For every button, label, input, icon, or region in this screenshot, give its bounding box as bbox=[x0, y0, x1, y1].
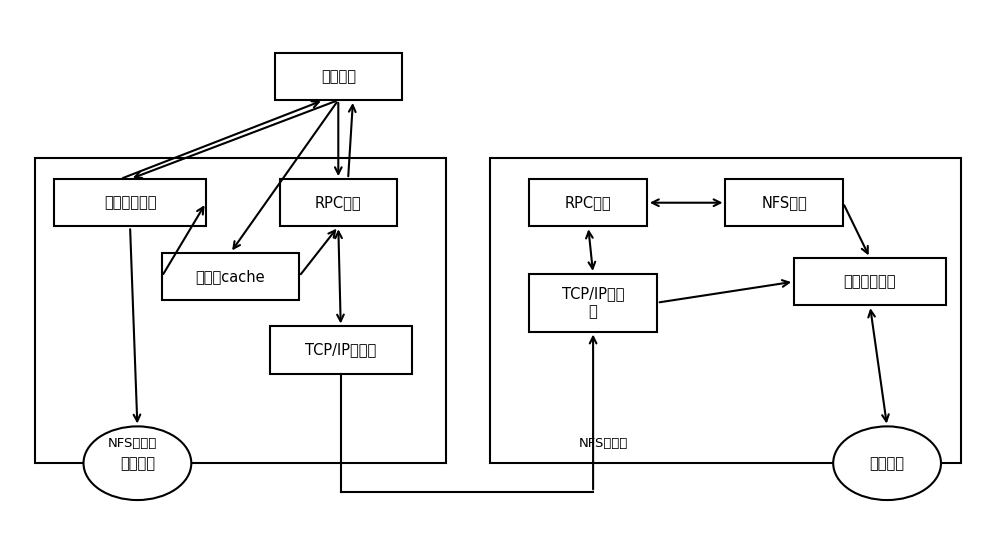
Bar bbox=[162, 253, 299, 300]
Text: NFS客户端: NFS客户端 bbox=[108, 437, 157, 450]
Text: RPC服务: RPC服务 bbox=[315, 195, 362, 210]
Ellipse shape bbox=[84, 426, 191, 500]
Bar bbox=[725, 179, 843, 227]
Text: RPC服务: RPC服务 bbox=[565, 195, 612, 210]
Text: 本地文件访问: 本地文件访问 bbox=[104, 195, 156, 210]
Text: TCP/IP协议
栈: TCP/IP协议 栈 bbox=[562, 287, 624, 319]
Bar bbox=[275, 53, 402, 100]
Text: TCP/IP协议栈: TCP/IP协议栈 bbox=[305, 343, 376, 358]
Text: 客户端cache: 客户端cache bbox=[196, 269, 265, 284]
Bar bbox=[34, 158, 446, 463]
Text: 本地磁盘: 本地磁盘 bbox=[120, 456, 155, 471]
Text: NFS服务: NFS服务 bbox=[761, 195, 807, 210]
Bar bbox=[794, 258, 946, 306]
Bar bbox=[280, 179, 397, 227]
Ellipse shape bbox=[833, 426, 941, 500]
Text: 本地磁盘: 本地磁盘 bbox=[870, 456, 905, 471]
Bar bbox=[270, 326, 412, 374]
Text: 本地文件访问: 本地文件访问 bbox=[844, 274, 896, 289]
Bar bbox=[490, 158, 961, 463]
Text: NFS服务端: NFS服务端 bbox=[578, 437, 628, 450]
Text: 用户进程: 用户进程 bbox=[321, 69, 356, 84]
Bar bbox=[54, 179, 206, 227]
Bar bbox=[529, 179, 647, 227]
Bar bbox=[529, 274, 657, 332]
